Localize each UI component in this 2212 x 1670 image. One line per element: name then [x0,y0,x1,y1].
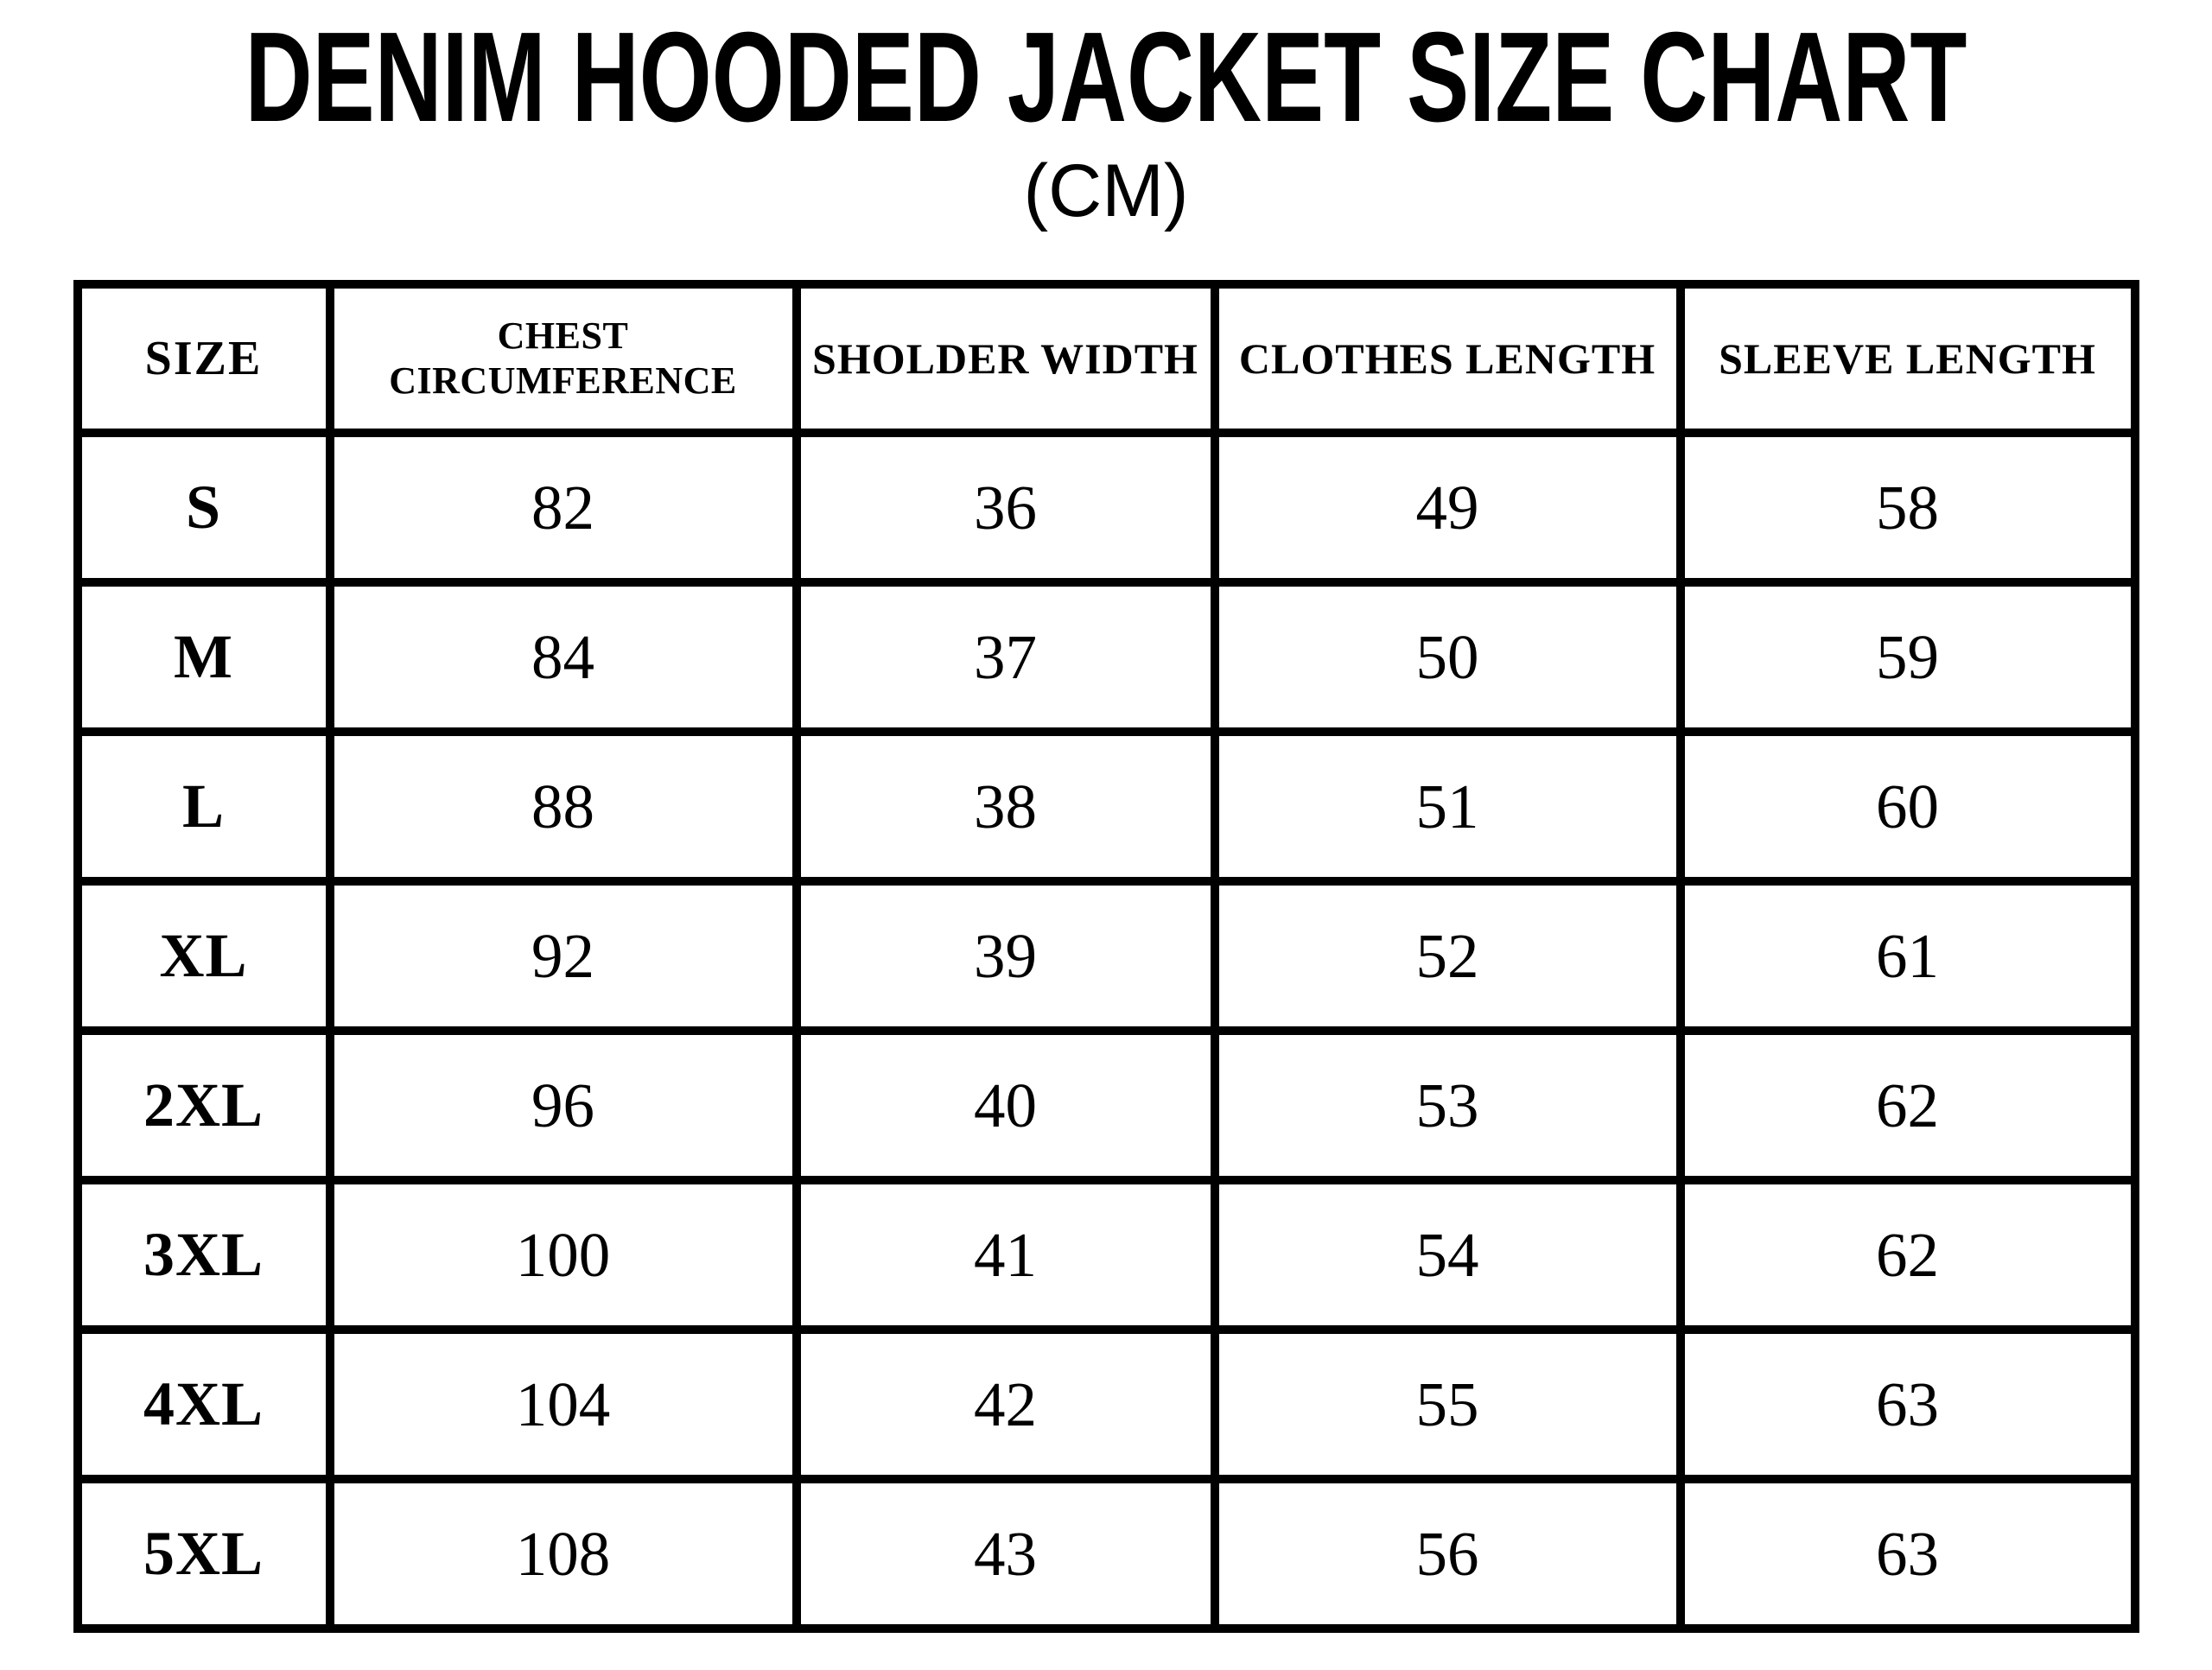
value-cell-clothes-length: 49 [1210,429,1685,587]
table-row: 3XL 100 41 54 62 [73,1176,2139,1334]
unit-subtitle: (CM) [1023,149,1189,232]
col-header-size: SIZE [73,280,334,437]
value-cell-shoulder-width: 43 [791,1475,1219,1633]
size-cell: M [73,578,334,736]
value-cell-shoulder-width: 36 [791,429,1219,587]
value-cell-chest-circumference: 82 [325,429,801,587]
value-cell-sleeve-length: 63 [1675,1325,2139,1483]
table-header-row: SIZE CHEST CIRCUMFERENCE SHOLDER WIDTH C… [73,280,2139,437]
col-header-clothes-length: CLOTHES LENGTH [1210,280,1685,437]
col-header-shoulder-width: SHOLDER WIDTH [791,280,1219,437]
size-cell: 5XL [73,1475,334,1633]
value-cell-clothes-length: 55 [1210,1325,1685,1483]
value-cell-chest-circumference: 92 [325,877,801,1035]
value-cell-sleeve-length: 58 [1675,429,2139,587]
page-title: DENIM HOODED JACKET SIZE CHART [245,6,1967,149]
value-cell-clothes-length: 53 [1210,1026,1685,1184]
table-row: 5XL 108 43 56 63 [73,1475,2139,1633]
value-cell-clothes-length: 56 [1210,1475,1685,1633]
value-cell-shoulder-width: 37 [791,578,1219,736]
value-cell-sleeve-length: 62 [1675,1026,2139,1184]
title-wrap: DENIM HOODED JACKET SIZE CHART [0,14,2212,142]
value-cell-shoulder-width: 38 [791,727,1219,886]
table-row: 4XL 104 42 55 63 [73,1325,2139,1483]
value-cell-chest-circumference: 100 [325,1176,801,1334]
value-cell-sleeve-length: 63 [1675,1475,2139,1633]
size-cell: S [73,429,334,587]
value-cell-chest-circumference: 96 [325,1026,801,1184]
value-cell-sleeve-length: 59 [1675,578,2139,736]
value-cell-chest-circumference: 84 [325,578,801,736]
table-row: M 84 37 50 59 [73,578,2139,736]
value-cell-shoulder-width: 39 [791,877,1219,1035]
value-cell-sleeve-length: 60 [1675,727,2139,886]
size-cell: XL [73,877,334,1035]
value-cell-clothes-length: 52 [1210,877,1685,1035]
table-row: XL 92 39 52 61 [73,877,2139,1035]
size-cell: 4XL [73,1325,334,1483]
value-cell-chest-circumference: 108 [325,1475,801,1633]
table-row: L 88 38 51 60 [73,727,2139,886]
value-cell-clothes-length: 50 [1210,578,1685,736]
value-cell-chest-circumference: 104 [325,1325,801,1483]
col-header-chest-circumference: CHEST CIRCUMFERENCE [325,280,801,437]
value-cell-sleeve-length: 62 [1675,1176,2139,1334]
value-cell-chest-circumference: 88 [325,727,801,886]
size-chart-page: DENIM HOODED JACKET SIZE CHART (CM) SIZE… [0,14,2212,1633]
size-table: SIZE CHEST CIRCUMFERENCE SHOLDER WIDTH C… [73,280,2139,1633]
value-cell-clothes-length: 51 [1210,727,1685,886]
value-cell-shoulder-width: 41 [791,1176,1219,1334]
value-cell-sleeve-length: 61 [1675,877,2139,1035]
table-row: S 82 36 49 58 [73,429,2139,587]
size-cell: 3XL [73,1176,334,1334]
value-cell-clothes-length: 54 [1210,1176,1685,1334]
table-row: 2XL 96 40 53 62 [73,1026,2139,1184]
value-cell-shoulder-width: 42 [791,1325,1219,1483]
size-cell: 2XL [73,1026,334,1184]
value-cell-shoulder-width: 40 [791,1026,1219,1184]
size-cell: L [73,727,334,886]
col-header-sleeve-length: SLEEVE LENGTH [1675,280,2139,437]
